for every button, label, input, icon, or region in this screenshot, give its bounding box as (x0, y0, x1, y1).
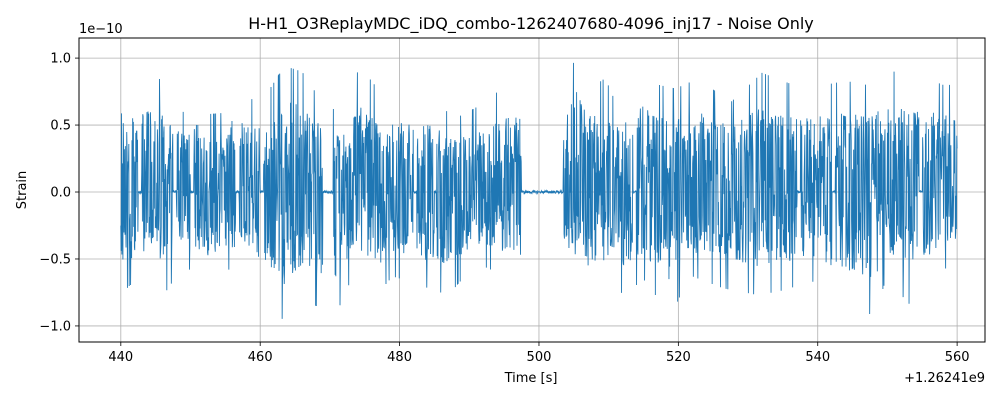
y-axis-label: Strain (15, 171, 30, 210)
x-tick-label: 500 (527, 350, 552, 365)
x-tick-label: 560 (945, 350, 970, 365)
x-tick-label: 440 (108, 350, 133, 365)
y-tick-label: 0.5 (50, 119, 71, 134)
x-tick-label: 480 (387, 350, 412, 365)
x-tick-label: 540 (805, 350, 830, 365)
y-tick-label: 1.0 (50, 52, 71, 67)
series-strain (120, 62, 958, 319)
y-tick-label: −1.0 (39, 319, 71, 334)
x-axis: 440 460 480 500 520 540 560 (108, 342, 970, 365)
x-axis-label: Time [s] (504, 371, 558, 386)
x-axis-offset: +1.26241e9 (904, 371, 985, 386)
y-axis: −1.0 −0.5 0.0 0.5 1.0 (39, 52, 79, 334)
x-tick-label: 460 (248, 350, 273, 365)
x-tick-label: 520 (666, 350, 691, 365)
chart-title: H-H1_O3ReplayMDC_iDQ_combo-1262407680-40… (248, 14, 814, 34)
plot-frame (78, 37, 986, 343)
y-tick-label: −0.5 (39, 252, 71, 267)
y-tick-label: 0.0 (50, 186, 71, 201)
y-axis-exponent: 1e−10 (79, 22, 123, 37)
series-line (120, 62, 958, 319)
